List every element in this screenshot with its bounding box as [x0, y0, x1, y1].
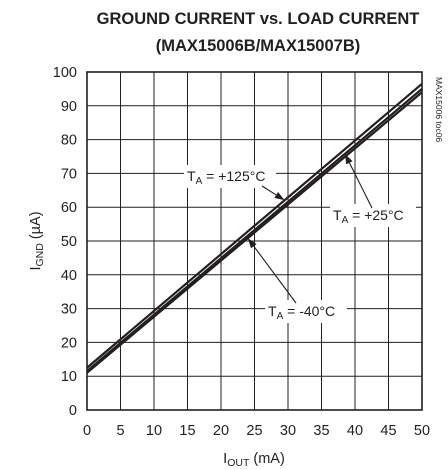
x-tick-label: 0 — [83, 423, 91, 439]
annotation-label-bg — [184, 165, 276, 188]
annotation-leader — [261, 185, 277, 196]
y-tick-label: 0 — [69, 403, 77, 419]
series-line-0 — [86, 82, 423, 369]
x-tick-label: 5 — [116, 423, 124, 439]
y-axis-label: IGND (µA) — [28, 211, 46, 270]
annotation-label-sub: A — [277, 311, 284, 322]
y-tick-label: 20 — [61, 335, 77, 351]
series-line-1 — [86, 88, 423, 372]
y-tick-label: 80 — [61, 133, 77, 149]
y-tick-label: 90 — [61, 99, 77, 115]
x-tick-label: 25 — [246, 423, 262, 439]
annotation-label-main: T — [268, 303, 277, 319]
annotation-label: TA = +125°C — [187, 168, 265, 187]
annotation-arrowhead — [274, 191, 285, 201]
y-tick-label: 60 — [61, 200, 77, 216]
series-group — [86, 82, 423, 374]
y-tick-label: 40 — [61, 268, 77, 284]
plot-frame — [86, 71, 423, 411]
y-tick-label: 50 — [61, 234, 77, 250]
chart-subtitle: (MAX15006B/MAX15007B) — [156, 37, 361, 55]
annotation-label-rest: = +25°C — [348, 207, 403, 223]
y-tick-label: 30 — [61, 302, 77, 318]
y-tick-label: 100 — [53, 65, 77, 81]
annotation-arrowhead — [247, 238, 257, 249]
x-axis-label: IOUT (mA) — [223, 451, 285, 469]
annotation-label: TA = -40°C — [268, 303, 335, 322]
annotation-arrowhead — [344, 153, 353, 165]
annotation-label-main: T — [333, 207, 342, 223]
x-tick-label: 15 — [179, 423, 195, 439]
annotation-label-rest: = +125°C — [202, 168, 265, 184]
annotation-leader — [348, 162, 373, 209]
x-tick-label: 50 — [414, 423, 430, 439]
grid — [87, 72, 422, 410]
series-line-2 — [86, 91, 423, 374]
annotation-group: TA = +125°CTA = +25°CTA = -40°C — [184, 153, 416, 323]
x-tick-label: 40 — [347, 423, 363, 439]
annotation-label-rest: = -40°C — [283, 303, 335, 319]
x-tick-label: 20 — [213, 423, 229, 439]
tick-labels: 0 5 10 15 20 25 30 35 40 45 50 0 10 20 30 40 50 60 70 80 90 1… — [53, 65, 430, 439]
side-label: MAX15006 toc06 — [434, 77, 444, 142]
x-tick-label: 35 — [313, 423, 329, 439]
annotation-label-bg — [330, 204, 416, 227]
annotation-label-bg — [265, 300, 347, 323]
chart-title: GROUND CURRENT vs. LOAD CURRENT — [97, 10, 420, 28]
annotation-leader — [253, 245, 297, 304]
x-tick-label: 10 — [146, 423, 162, 439]
annotation-label-main: T — [187, 168, 196, 184]
x-tick-label: 45 — [380, 423, 396, 439]
annotation-label-sub: A — [196, 176, 203, 187]
y-tick-label: 70 — [61, 166, 77, 182]
y-tick-label: 10 — [61, 369, 77, 385]
x-tick-label: 30 — [280, 423, 296, 439]
annotation-label-sub: A — [342, 215, 349, 226]
annotation-label: TA = +25°C — [333, 207, 404, 226]
